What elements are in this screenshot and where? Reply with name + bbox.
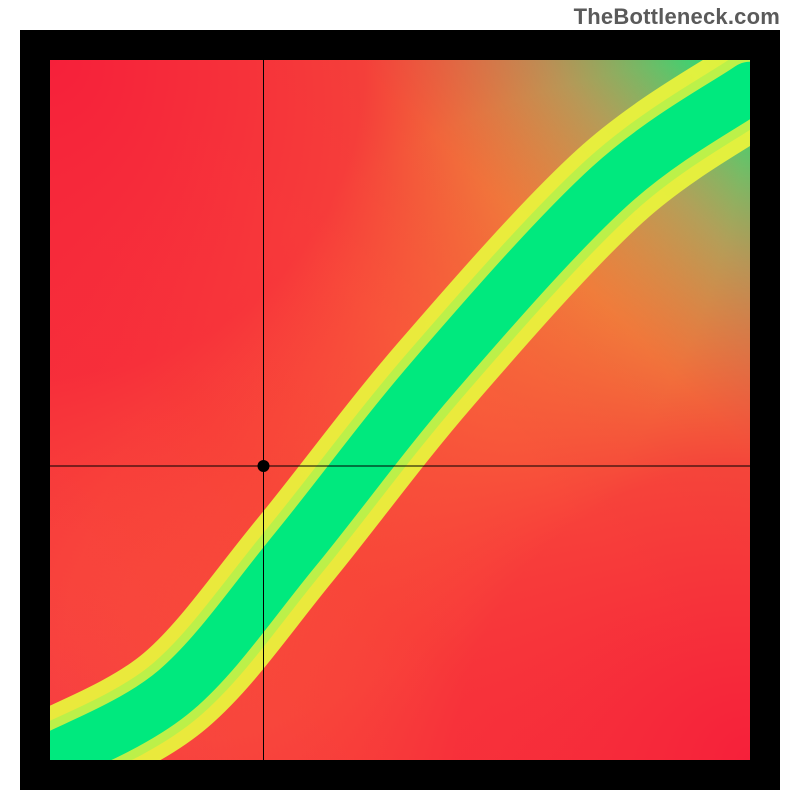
heatmap-svg [20, 30, 780, 790]
watermark-text: TheBottleneck.com [574, 4, 780, 30]
bottleneck-heatmap [20, 30, 780, 790]
